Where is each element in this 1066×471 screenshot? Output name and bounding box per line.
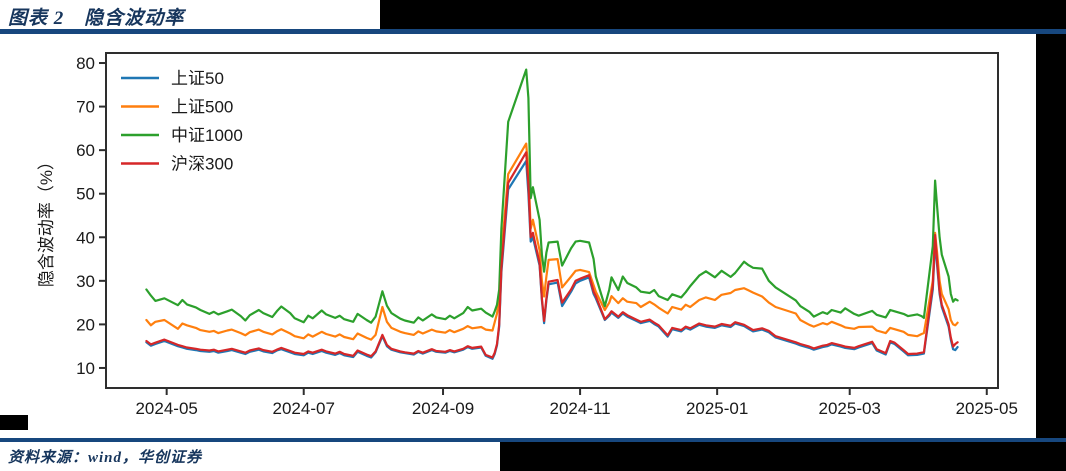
legend-label: 沪深300	[171, 155, 233, 174]
series-line-3	[145, 151, 959, 359]
series-lines	[145, 68, 959, 360]
backdrop-bottom-left-block	[0, 415, 28, 430]
source-rule	[0, 438, 1066, 442]
y-tick-label: 30	[76, 272, 95, 291]
legend-label: 上证500	[171, 98, 233, 117]
y-tick-label: 40	[76, 228, 95, 247]
data-source-note: 资料来源：wind，华创证券	[8, 450, 203, 466]
figure-title: 图表 2 隐含波动率	[8, 8, 185, 29]
x-tick-label: 2025-05	[956, 399, 1018, 418]
x-tick-label: 2025-01	[686, 399, 748, 418]
legend-item-0: 上证50	[121, 69, 224, 88]
y-tick-label: 10	[76, 359, 95, 378]
x-tick-label: 2025-03	[819, 399, 881, 418]
x-tick-label: 2024-05	[135, 399, 197, 418]
y-tick-label: 50	[76, 185, 95, 204]
backdrop-right-strip	[1036, 0, 1066, 471]
y-axis-label: 隐含波动率（%）	[37, 153, 56, 287]
legend-label: 中证1000	[171, 126, 243, 145]
y-tick-label: 20	[76, 315, 95, 334]
y-tick-label: 60	[76, 141, 95, 160]
backdrop-top-right	[380, 0, 1066, 29]
x-tick-label: 2024-09	[412, 399, 474, 418]
plot-border	[105, 52, 999, 389]
x-axis: 2024-05 2024-07 2024-09 2024-11 2025-01 2025-…	[135, 388, 1018, 418]
legend-item-2: 中证1000	[121, 126, 243, 145]
backdrop-bottom-right	[500, 442, 1066, 471]
legend-item-1: 上证500	[121, 98, 233, 117]
series-line-1	[145, 142, 959, 341]
title-rule	[0, 29, 1066, 34]
x-tick-label: 2024-11	[550, 399, 611, 418]
y-tick-label: 70	[76, 98, 95, 117]
y-axis: 10 20 30 40 50 60 70 80	[76, 54, 106, 378]
y-tick-label: 80	[76, 54, 95, 73]
x-tick-label: 2024-07	[273, 399, 335, 418]
legend-label: 上证50	[171, 69, 224, 88]
series-line-2	[145, 68, 959, 324]
chart-legend: 上证50 上证500 中证1000 沪深300	[121, 69, 243, 174]
legend-item-3: 沪深300	[121, 155, 233, 174]
